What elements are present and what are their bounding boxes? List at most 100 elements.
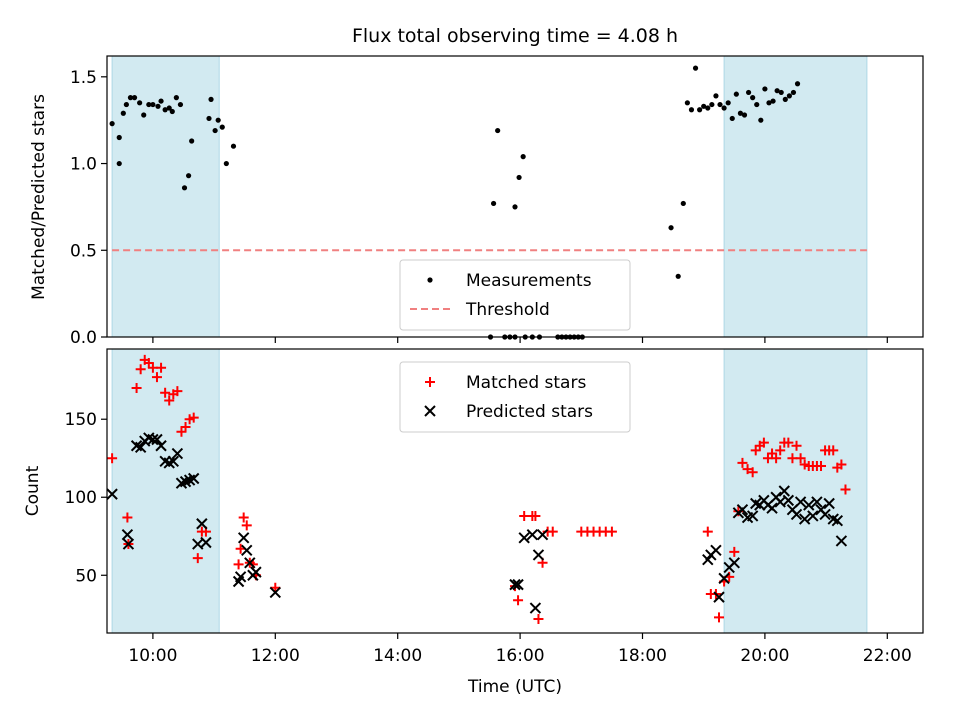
matched-star-point [606, 526, 617, 537]
measurement-point [766, 100, 772, 106]
bottom-axes-frame [106, 348, 924, 634]
matched-star-point [530, 510, 541, 521]
matched-star-point [180, 422, 191, 433]
x-tick-label: 16:00 [496, 646, 545, 666]
matched-star-point [238, 512, 249, 523]
top-y-axis-label: Matched/Predicted stars [29, 94, 49, 300]
predicted-star-point [234, 571, 247, 583]
measurement-point [189, 138, 195, 144]
matched-star-point [702, 526, 713, 537]
measurement-point [495, 127, 501, 134]
predicted-star-point [728, 557, 741, 569]
matched-star-point [729, 546, 740, 557]
y-tick-label: 50 [75, 566, 97, 586]
predicted-star-point [803, 499, 815, 511]
predicted-star-point [244, 557, 256, 569]
shaded-band-1 [723, 55, 868, 338]
measurement-point [127, 95, 134, 101]
predicted-star-point [778, 485, 790, 497]
measurement-point [778, 89, 784, 96]
matched-star-point [156, 362, 167, 373]
x-tick-label: 14:00 [373, 646, 422, 666]
bottom-star-counts [106, 354, 851, 624]
predicted-star-point [269, 586, 282, 599]
top-panel: 0.0 0.5 1.0 1.5 Matched/Predicted stars Mea… [29, 55, 924, 348]
predicted-star-point [794, 496, 807, 508]
measurement-point [181, 185, 188, 191]
measurement-point [116, 160, 122, 167]
predicted-star-point [713, 591, 725, 603]
legend-swatch [424, 405, 436, 417]
measurement-point [725, 100, 731, 106]
measurement-point [737, 110, 744, 116]
predicted-star-point [526, 528, 539, 541]
measurement-point [668, 225, 674, 231]
predicted-star-point [151, 433, 163, 446]
measurement-point [162, 107, 168, 113]
measurement-point [741, 112, 748, 118]
matched-star-point [160, 387, 171, 398]
y-tick-label: 1.0 [70, 155, 97, 175]
bottom-x-ticks: 10:00 12:00 14:00 16:00 18:00 20:00 22:00 [128, 633, 912, 666]
chart-title: Flux total observing time = 4.08 h [352, 25, 678, 47]
matched-star-point [547, 526, 558, 537]
predicted-star-point [710, 544, 722, 557]
measurement-point [770, 98, 776, 104]
measurement-point [762, 86, 768, 92]
measurement-point [516, 174, 522, 181]
matched-star-point [783, 437, 794, 448]
matched-star-point [131, 383, 142, 394]
matched-star-point [747, 467, 758, 478]
predicted-star-point [835, 535, 848, 547]
matched-star-point [513, 595, 524, 606]
x-tick-label: 22:00 [863, 646, 912, 666]
measurement-point [701, 103, 707, 109]
measurement-point [206, 115, 212, 122]
predicted-star-point [811, 496, 823, 508]
matched-star-point [151, 372, 162, 383]
measurement-point [212, 127, 218, 134]
predicted-star-point [121, 528, 134, 541]
predicted-star-point [746, 510, 759, 522]
x-tick-label: 20:00 [740, 646, 789, 666]
matched-star-point [533, 613, 544, 624]
legend-box [399, 259, 631, 331]
bottom-panel: 50 100 150 10:00 12:00 14:00 16:00 18:00 20:00 2… [23, 348, 924, 666]
predicted-star-point [819, 508, 831, 521]
measurement-point [120, 110, 126, 116]
top-measurements [109, 65, 801, 340]
predicted-star-point [237, 532, 250, 544]
measurement-point [219, 124, 225, 130]
matched-star-point [107, 453, 118, 464]
matched-star-point [233, 559, 244, 570]
predicted-star-point [823, 497, 835, 510]
top-axes-frame [106, 55, 924, 338]
predicted-star-point [798, 513, 811, 525]
predicted-star-point [718, 572, 730, 585]
matched-star-point [742, 464, 753, 475]
predicted-star-point [196, 518, 208, 530]
matched-star-point [172, 386, 183, 397]
predicted-star-point [155, 440, 167, 452]
measurement-point [215, 117, 221, 123]
measurement-point [155, 103, 161, 109]
x-axis-label: Time (UTC) [467, 677, 562, 697]
matched-star-point [737, 457, 748, 468]
measurement-point [186, 173, 192, 179]
measurement-point [733, 91, 739, 97]
measurement-point [697, 107, 703, 113]
measurement-point [745, 89, 752, 96]
matched-star-point [771, 453, 782, 464]
measurement-point [173, 95, 179, 101]
matched-star-point [828, 445, 839, 456]
predicted-star-point [200, 536, 212, 549]
y-tick-label: 150 [65, 410, 97, 430]
bottom-y-ticks: 50 100 150 [65, 410, 107, 586]
predicted-star-point [509, 578, 521, 591]
measurement-point [223, 160, 229, 167]
measurement-point [141, 112, 147, 118]
x-tick-label: 12:00 [251, 646, 300, 666]
predicted-star-point [122, 538, 135, 550]
matched-star-point [791, 440, 802, 451]
predicted-star-point [532, 549, 545, 561]
